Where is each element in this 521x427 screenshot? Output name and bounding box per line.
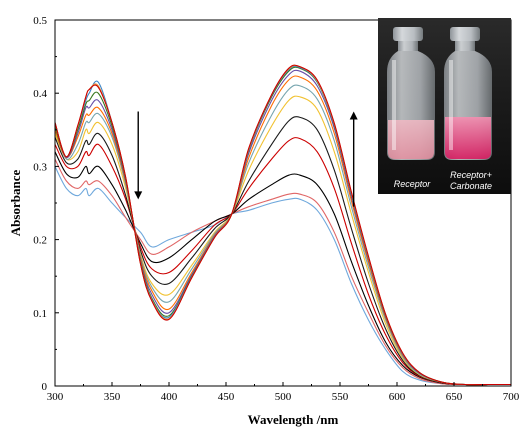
trend-arrows bbox=[134, 111, 358, 207]
x-axis-title: Wavelength /nm bbox=[248, 412, 339, 427]
x-tick-label: 650 bbox=[446, 391, 463, 403]
y-tick-label: 0 bbox=[42, 381, 48, 393]
spectra-curves bbox=[54, 64, 511, 386]
y-tick-label: 0.3 bbox=[33, 161, 47, 173]
trend-arrow-down bbox=[134, 111, 143, 200]
spectrum-line-2 bbox=[54, 158, 511, 386]
vial-receptor bbox=[387, 27, 435, 160]
y-axis-title: Absorbance bbox=[8, 170, 23, 237]
inset-caption-receptor-plus: Receptor+ bbox=[450, 170, 492, 180]
axes: 300 350 400 450 500 550 600 650 700 0 0.1 0.2 0.3 0.4… bbox=[8, 15, 520, 427]
x-tick-label: 300 bbox=[47, 391, 64, 403]
y-tick-label: 0.4 bbox=[33, 88, 47, 100]
x-tick-label: 600 bbox=[389, 391, 406, 403]
spectrum-line-5 bbox=[54, 116, 511, 386]
x-tick-label: 400 bbox=[161, 391, 178, 403]
spectrum-line-7 bbox=[54, 84, 511, 386]
inset-caption-carbonate: Carbonate bbox=[450, 181, 492, 191]
y-tick-label: 0.1 bbox=[33, 308, 47, 320]
inset-photo: Receptor Receptor+ Carbonate bbox=[378, 18, 511, 194]
x-tick-label: 700 bbox=[503, 391, 520, 403]
spectrum-line-4 bbox=[54, 137, 511, 386]
trend-arrow-up bbox=[349, 111, 358, 207]
x-tick-label: 550 bbox=[332, 391, 349, 403]
vial-receptor-carbonate bbox=[444, 27, 492, 160]
spectrum-line-6 bbox=[54, 95, 511, 386]
inset-caption-receptor: Receptor bbox=[394, 179, 432, 189]
spectrum-line-13 bbox=[54, 64, 511, 386]
x-tick-label: 500 bbox=[275, 391, 292, 403]
spectrum-line-3 bbox=[54, 151, 511, 386]
x-tick-label: 450 bbox=[218, 391, 235, 403]
x-tick-label: 350 bbox=[104, 391, 121, 403]
spectrum-line-1 bbox=[54, 166, 511, 386]
y-tick-label: 0.2 bbox=[33, 235, 47, 247]
y-tick-label: 0.5 bbox=[33, 15, 47, 27]
